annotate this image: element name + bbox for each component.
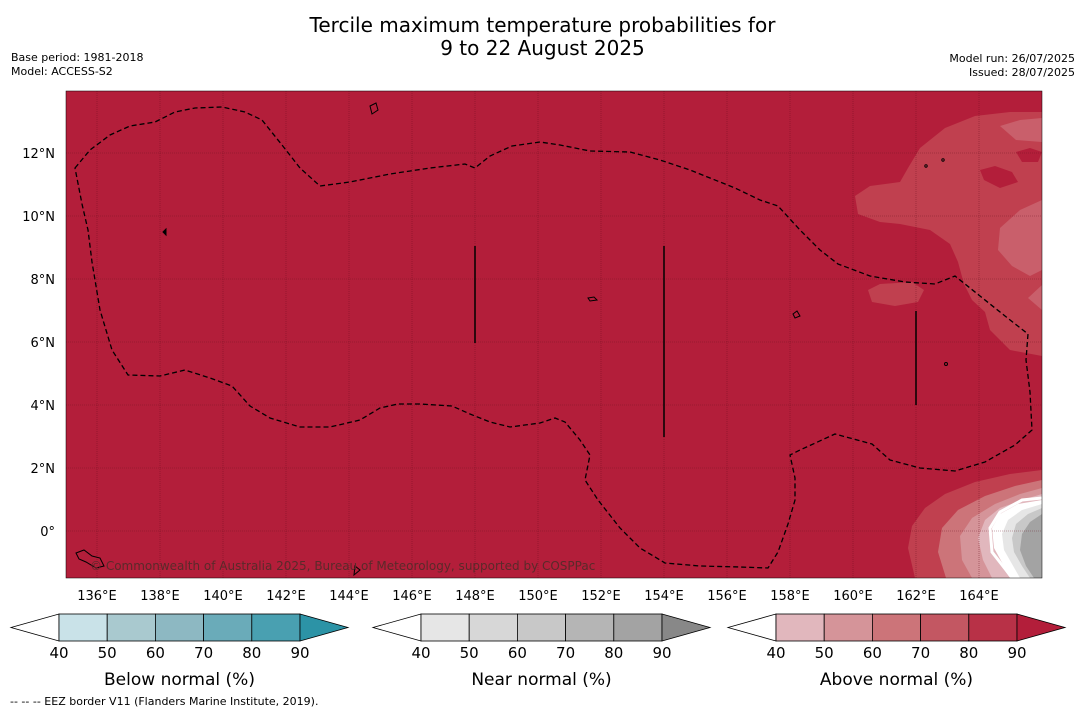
- colorbar-under-arrow: [726, 613, 777, 642]
- lon-label: 158°E: [770, 589, 810, 604]
- contour-above-70: [868, 282, 924, 306]
- lat-label: 12°N: [22, 147, 55, 162]
- colorbar-label: Below normal (%): [104, 670, 255, 690]
- colorbar-segment: [420, 613, 470, 642]
- lon-label: 160°E: [833, 589, 873, 604]
- lon-label: 138°E: [140, 589, 180, 604]
- lon-label: 142°E: [266, 589, 306, 604]
- lon-label: 140°E: [203, 589, 243, 604]
- latitude-labels: 12°N 10°N 8°N 6°N 4°N 2°N 0°: [22, 147, 55, 540]
- map-frame: [65, 90, 1043, 579]
- colorbar-segment: [565, 613, 615, 642]
- lat-label: 2°N: [31, 462, 56, 477]
- contour-boundary-line: [988, 496, 1042, 578]
- colorbar-tick-label: 70: [556, 644, 575, 662]
- contour-near-80: [1020, 514, 1042, 578]
- colorbar-segment: [203, 613, 253, 642]
- colorbar-tick-label: 60: [146, 644, 165, 662]
- colorbar-segment: [775, 613, 825, 642]
- lon-label: 152°E: [581, 589, 621, 604]
- colorbar-segment: [154, 613, 204, 642]
- lon-label: 156°E: [707, 589, 747, 604]
- chart-title: Tercile maximum temperature probabilitie…: [0, 14, 1085, 60]
- colorbar-1: 40 50 60 70 80 90 Below normal (%): [9, 613, 350, 690]
- colorbar-tick-label: 60: [508, 644, 527, 662]
- colorbar-over-arrow: [1016, 613, 1067, 642]
- lon-label: 136°E: [77, 589, 117, 604]
- colorbar-tick-label: 90: [1007, 644, 1026, 662]
- colorbar-tick-label: 50: [460, 644, 479, 662]
- lon-label: 146°E: [392, 589, 432, 604]
- colorbar-segment: [468, 613, 518, 642]
- colorbar-under-arrow: [9, 613, 60, 642]
- map-background: [66, 91, 1042, 578]
- eez-border: [74, 106, 1033, 569]
- lat-label: 0°: [40, 525, 55, 540]
- colorbar-tick-label: 90: [652, 644, 671, 662]
- colorbar-segment: [920, 613, 970, 642]
- lon-label: 148°E: [455, 589, 495, 604]
- colorbar-tick-label: 70: [194, 644, 213, 662]
- contour-above-60: [998, 200, 1042, 276]
- lat-label: 4°N: [31, 399, 56, 414]
- colorbar-tick-label: 40: [766, 644, 785, 662]
- colorbar-segment: [517, 613, 567, 642]
- colorbar-segment: [823, 613, 873, 642]
- colorbar-label: Above normal (%): [820, 670, 973, 690]
- colorbar-tick-label: 90: [290, 644, 309, 662]
- issued-date: Issued: 28/07/2025: [968, 66, 1075, 79]
- lon-label: 162°E: [896, 589, 936, 604]
- meta-left: Base period: 1981-2018 Model: ACCESS-S2: [11, 51, 143, 79]
- colorbar-segment: [872, 613, 922, 642]
- colorbar-segment: [251, 613, 301, 642]
- title-line-2: 9 to 22 August 2025: [440, 36, 645, 60]
- colorbar-under-arrow: [371, 613, 422, 642]
- colorbar-tick-label: 40: [411, 644, 430, 662]
- colorbars: 40 50 60 70 80 90 Below normal (%) 40 50 60 70 80 90…: [9, 613, 1067, 690]
- contour-above-60: [1000, 118, 1042, 142]
- lon-label: 164°E: [959, 589, 999, 604]
- colorbar-label: Near normal (%): [471, 670, 611, 690]
- colorbar-tick-label: 40: [49, 644, 68, 662]
- colorbar-segment: [106, 613, 156, 642]
- base-period: Base period: 1981-2018: [11, 51, 144, 64]
- colorbar-segment: [968, 613, 1018, 642]
- meta-right: Model run: 26/07/2025 Issued: 28/07/2025: [949, 52, 1075, 80]
- colorbar-segment: [613, 613, 663, 642]
- contour-above-80: [1016, 148, 1042, 162]
- colorbar-tick-label: 60: [863, 644, 882, 662]
- contour-above-80: [980, 166, 1018, 188]
- colorbar-tick-label: 50: [815, 644, 834, 662]
- lat-label: 6°N: [31, 336, 56, 351]
- region-boundary-lines: [474, 246, 917, 437]
- colorbar-segment: [58, 613, 108, 642]
- lon-label: 144°E: [329, 589, 369, 604]
- lon-label: 150°E: [518, 589, 558, 604]
- model-name: Model: ACCESS-S2: [11, 65, 113, 78]
- lat-label: 8°N: [31, 273, 56, 288]
- colorbar-3: 40 50 60 70 80 90 Above normal (%): [726, 613, 1067, 690]
- colorbar-tick-label: 50: [98, 644, 117, 662]
- colorbar-over-arrow: [299, 613, 350, 642]
- title-line-1: Tercile maximum temperature probabilitie…: [309, 13, 776, 37]
- colorbar-tick-label: 80: [959, 644, 978, 662]
- lon-label: 154°E: [644, 589, 684, 604]
- colorbar-tick-label: 70: [911, 644, 930, 662]
- gridlines: [66, 91, 1042, 578]
- copyright-text: © Commonwealth of Australia 2025, Bureau…: [90, 559, 595, 573]
- footnote: -- -- -- EEZ border V11 (Flanders Marine…: [10, 695, 319, 708]
- lat-label: 10°N: [22, 210, 55, 225]
- colorbar-tick-label: 80: [242, 644, 261, 662]
- model-run: Model run: 26/07/2025: [949, 52, 1075, 65]
- colorbar-2: 40 50 60 70 80 90 Near normal (%): [371, 613, 712, 690]
- longitude-labels: 136°E 138°E 140°E 142°E 144°E 146°E 148°…: [77, 589, 999, 604]
- colorbar-over-arrow: [661, 613, 712, 642]
- islands: [75, 102, 948, 577]
- colorbar-tick-label: 80: [604, 644, 623, 662]
- contour-above-60: [1028, 285, 1042, 310]
